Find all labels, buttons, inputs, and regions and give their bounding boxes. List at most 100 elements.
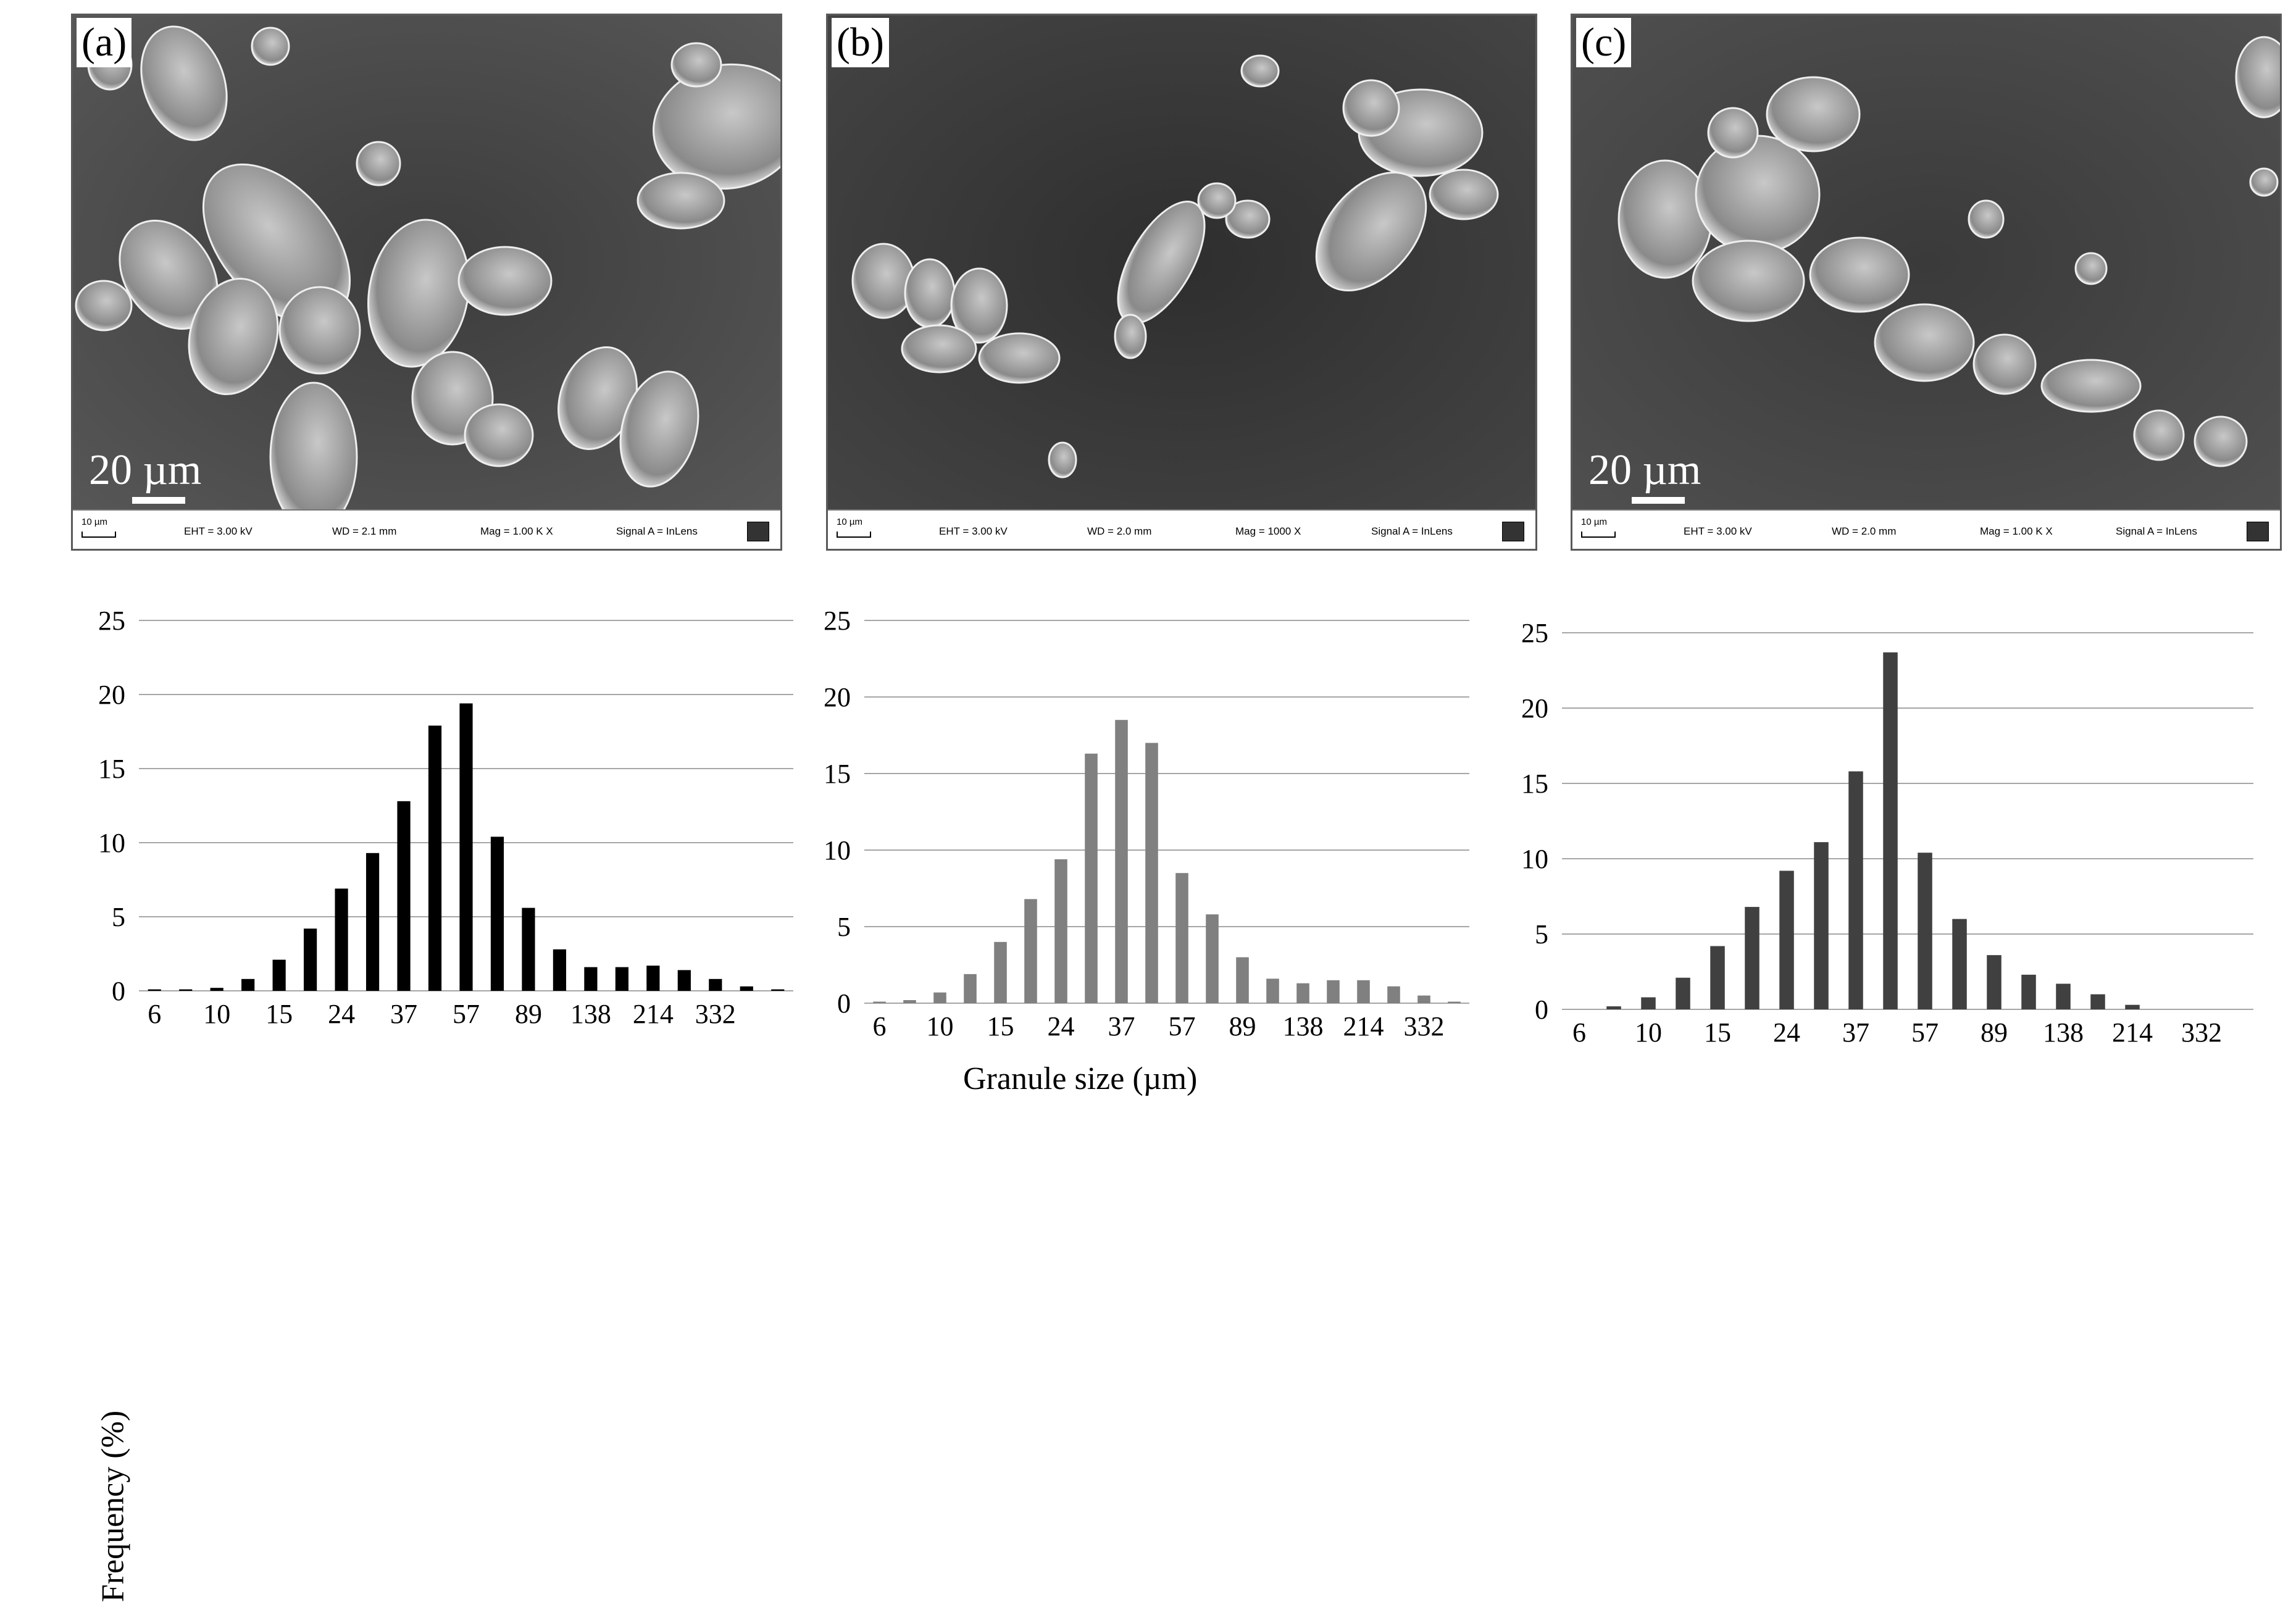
zeiss-logo-icon bbox=[747, 522, 769, 541]
y-tick-label: 20 bbox=[1521, 693, 1548, 724]
histogram-bar bbox=[615, 967, 628, 991]
info-mag: Mag = 1.00 K X bbox=[480, 525, 553, 537]
histogram-bar bbox=[1779, 870, 1794, 1009]
info-eht: EHT = 3.00 kV bbox=[1684, 525, 1752, 537]
info-signal: Signal A = InLens bbox=[2116, 525, 2197, 537]
sem-panel-a: (a) 20 µm 10 µm EHT = 3.00 kV WD = 2.1 m… bbox=[71, 14, 782, 551]
histogram-bar bbox=[1206, 914, 1219, 1003]
histogram-bar bbox=[2090, 994, 2105, 1009]
y-tick-label: 10 bbox=[98, 828, 125, 858]
info-scale-bar bbox=[1581, 532, 1616, 538]
histogram-bar bbox=[2125, 1004, 2140, 1009]
histogram-bar bbox=[1024, 899, 1037, 1003]
sem-micrograph-c bbox=[1572, 15, 2280, 509]
x-tick-label: 10 bbox=[927, 1011, 954, 1041]
x-tick-label: 15 bbox=[1704, 1017, 1731, 1048]
histogram-bar bbox=[1266, 978, 1279, 1003]
info-scale-bar bbox=[837, 532, 871, 538]
x-tick-label: 89 bbox=[1981, 1017, 2008, 1048]
info-scale-label: 10 µm bbox=[1581, 517, 1607, 527]
histogram-bar bbox=[1814, 842, 1829, 1009]
histogram-bar bbox=[1054, 859, 1067, 1003]
histogram-a: 0 5 10 15 20 25 6 10 15 24 37 57 89 138 214 332 bbox=[98, 606, 793, 1029]
histogram-bar bbox=[490, 836, 504, 991]
y-tick-label: 5 bbox=[112, 902, 125, 932]
x-tick-label: 57 bbox=[1911, 1017, 1939, 1048]
histogram-bar bbox=[1848, 771, 1863, 1009]
x-tick-label: 89 bbox=[515, 999, 542, 1029]
histogram-bar bbox=[304, 928, 317, 991]
info-wd: WD = 2.0 mm bbox=[1087, 525, 1152, 537]
histogram-bar bbox=[1175, 873, 1188, 1003]
info-eht: EHT = 3.00 kV bbox=[184, 525, 253, 537]
histogram-bar bbox=[1417, 995, 1430, 1003]
histogram-bar bbox=[179, 989, 193, 991]
y-tick-label: 15 bbox=[98, 754, 125, 784]
x-tick-label: 24 bbox=[1773, 1017, 1800, 1048]
x-tick-label: 24 bbox=[1048, 1011, 1075, 1041]
sem-panel-b: (b) 10 µm EHT = 3.00 kV WD = 2.0 mm Mag … bbox=[826, 14, 1537, 551]
histogram-bar bbox=[459, 703, 473, 991]
histogram-bar bbox=[428, 725, 442, 991]
histogram-bar bbox=[1883, 652, 1898, 1009]
y-tick-label: 15 bbox=[1521, 769, 1548, 799]
y-axis-title: Frequency (%) bbox=[95, 1410, 131, 1602]
x-tick-label: 57 bbox=[453, 999, 480, 1029]
histogram-bar bbox=[365, 853, 380, 991]
y-tick-label: 25 bbox=[824, 606, 851, 636]
histogram-bar bbox=[2056, 983, 2071, 1009]
histogram-bar bbox=[994, 941, 1007, 1003]
histogram-bar bbox=[2021, 974, 2036, 1009]
info-wd: WD = 2.0 mm bbox=[1832, 525, 1897, 537]
x-tick-label: 6 bbox=[873, 1011, 887, 1041]
x-tick-label: 24 bbox=[328, 999, 355, 1029]
sem-info-bar: 10 µm EHT = 3.00 kV WD = 2.0 mm Mag = 1.… bbox=[1572, 509, 2280, 549]
x-tick-label: 332 bbox=[1404, 1011, 1445, 1041]
histogram-bar bbox=[740, 986, 753, 991]
x-tick-label: 10 bbox=[203, 999, 230, 1029]
x-tick-label: 214 bbox=[633, 999, 674, 1029]
x-tick-label: 6 bbox=[1572, 1017, 1586, 1048]
histogram-bar bbox=[1387, 986, 1400, 1003]
info-scale-bar bbox=[81, 532, 116, 538]
histogram-b: 0 5 10 15 20 25 6 10 15 24 37 57 89 138 214 332 bbox=[824, 606, 1469, 1041]
y-tick-label: 0 bbox=[837, 988, 851, 1019]
y-tick-label: 0 bbox=[112, 976, 125, 1006]
x-tick-label: 57 bbox=[1169, 1011, 1196, 1041]
histogram-bar bbox=[148, 989, 161, 991]
histogram-bar bbox=[1115, 720, 1128, 1003]
histogram-bar bbox=[584, 967, 598, 991]
zeiss-logo-icon bbox=[2247, 522, 2269, 541]
x-tick-label: 89 bbox=[1229, 1011, 1256, 1041]
histogram-bar bbox=[646, 966, 660, 991]
histogram-c: 0 5 10 15 20 25 6 10 15 24 37 57 89 138 214 332 bbox=[1521, 618, 2253, 1048]
histogram-bar bbox=[933, 992, 946, 1003]
sem-info-bar: 10 µm EHT = 3.00 kV WD = 2.1 mm Mag = 1.… bbox=[73, 509, 780, 549]
y-tick-label: 25 bbox=[98, 606, 125, 636]
histogram-bar bbox=[1987, 955, 2002, 1009]
y-tick-label: 15 bbox=[824, 759, 851, 789]
histogram-bar bbox=[677, 970, 691, 991]
sem-micrograph-b bbox=[828, 15, 1535, 509]
scale-bar bbox=[132, 497, 185, 504]
x-tick-label: 332 bbox=[695, 999, 736, 1029]
x-axis-title: Granule size (µm) bbox=[963, 1061, 1198, 1096]
histogram-bar bbox=[1236, 957, 1249, 1003]
histogram-bar bbox=[210, 988, 223, 991]
histogram-bar bbox=[1641, 997, 1656, 1009]
y-tick-label: 0 bbox=[1535, 995, 1548, 1025]
histogram-bar bbox=[1327, 980, 1340, 1003]
info-scale-label: 10 µm bbox=[81, 517, 107, 527]
histogram-bar bbox=[553, 949, 567, 991]
histogram-bar bbox=[1145, 743, 1158, 1003]
y-tick-label: 5 bbox=[837, 912, 851, 942]
x-tick-label: 214 bbox=[2112, 1017, 2153, 1048]
y-tick-label: 20 bbox=[98, 680, 125, 710]
panel-letter: (b) bbox=[832, 18, 889, 67]
info-mag: Mag = 1000 X bbox=[1235, 525, 1301, 537]
x-tick-label: 37 bbox=[390, 999, 417, 1029]
histogram-bar bbox=[771, 989, 785, 991]
x-tick-label: 37 bbox=[1108, 1011, 1135, 1041]
info-wd: WD = 2.1 mm bbox=[332, 525, 397, 537]
histogram-bar bbox=[1952, 919, 1967, 1009]
